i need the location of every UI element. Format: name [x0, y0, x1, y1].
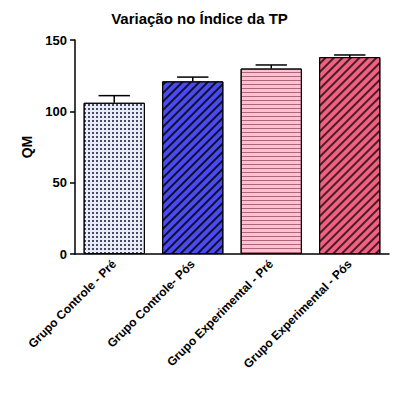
svg-text:Variação no Índice da TP: Variação no Índice da TP: [111, 10, 288, 27]
svg-text:Grupo Experimental - Pré: Grupo Experimental - Pré: [164, 257, 277, 370]
svg-text:150: 150: [45, 33, 67, 48]
svg-text:0: 0: [60, 247, 67, 262]
svg-text:Grupo Experimental - Pós: Grupo Experimental - Pós: [241, 257, 355, 371]
svg-text:QM: QM: [19, 136, 35, 159]
svg-text:100: 100: [45, 104, 67, 119]
svg-text:Grupo Controle - Pré: Grupo Controle - Pré: [25, 257, 119, 351]
svg-text:50: 50: [53, 175, 67, 190]
svg-text:Grupo Controle- Pós: Grupo Controle- Pós: [104, 257, 197, 350]
